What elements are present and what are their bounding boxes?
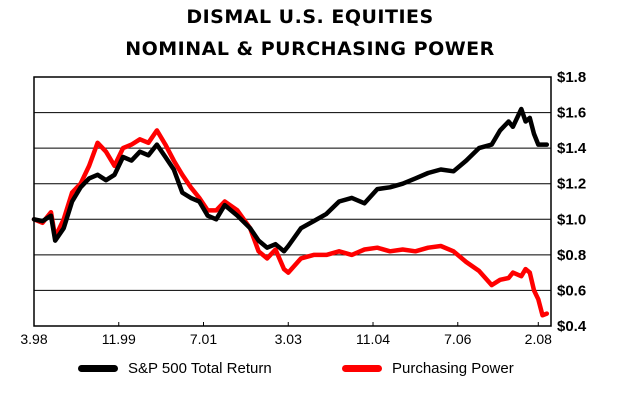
series-line-purchasing-power — [31, 128, 550, 318]
series-lines — [31, 106, 550, 318]
legend: S&P 500 Total Return Purchasing Power — [0, 360, 620, 384]
y-tick-label: $1.0 — [557, 211, 586, 228]
y-axis-tick-labels: $1.8 $1.6 $1.4 $1.2 $1.0 $0.8 $0.6 $0.4 — [557, 69, 587, 335]
plot-frame — [33, 76, 552, 327]
legend-swatch-black — [78, 365, 118, 372]
x-tick-label: 2.08 — [525, 331, 552, 347]
grid-lines — [34, 112, 551, 291]
y-tick-label: $1.2 — [557, 176, 586, 193]
legend-item-purchasing-power: Purchasing Power — [342, 360, 514, 377]
x-tick-label: 3.03 — [275, 331, 302, 347]
x-tick-label: 3.98 — [20, 331, 47, 347]
x-tick-label: 7.01 — [190, 331, 217, 347]
x-tick-label: 7.06 — [444, 331, 471, 347]
y-tick-label: $1.8 — [557, 69, 586, 86]
y-tick-label: $0.4 — [557, 318, 587, 335]
legend-item-sp500: S&P 500 Total Return — [78, 360, 272, 377]
x-tick-label: 11.04 — [356, 331, 390, 347]
series-line-sp500 — [31, 106, 550, 254]
x-tick-label: 11.99 — [102, 331, 136, 347]
chart-title-line-2: NOMINAL & PURCHASING POWER — [125, 38, 495, 60]
legend-swatch-red — [342, 365, 382, 372]
chart-title-line-1: DISMAL U.S. EQUITIES — [186, 6, 434, 28]
y-tick-label: $1.4 — [557, 140, 587, 157]
legend-label-sp500: S&P 500 Total Return — [128, 360, 272, 377]
x-axis-tick-labels: 3.98 11.99 7.01 3.03 11.04 7.06 2.08 — [20, 322, 552, 347]
legend-label-purchasing-power: Purchasing Power — [392, 360, 514, 377]
y-tick-label: $1.6 — [557, 105, 586, 122]
y-tick-label: $0.8 — [557, 247, 586, 264]
y-tick-label: $0.6 — [557, 282, 586, 299]
